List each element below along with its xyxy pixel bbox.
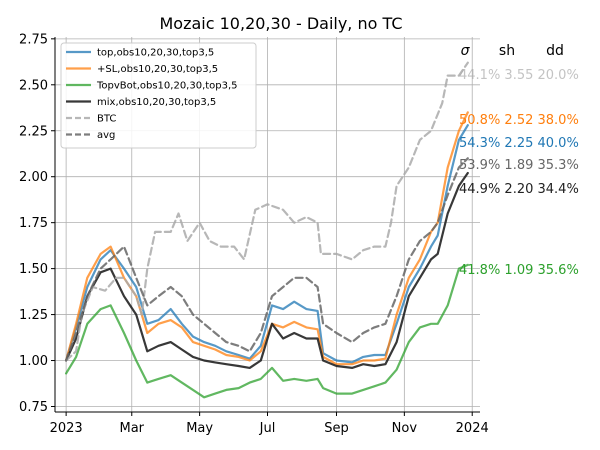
- series-line-3: [64, 171, 469, 369]
- stats-annotation-2: 41.8% 1.09 35.6%: [459, 263, 579, 278]
- series-line-2: [64, 263, 469, 399]
- x-tick-label: Jul: [259, 421, 276, 436]
- x-tick-label: Mar: [120, 421, 145, 436]
- series-line-5: [64, 157, 469, 362]
- tick-labels: 0.75 1.00 1.25 1.50 1.75 2.00 2.25 2.50 2.75 2023…: [19, 32, 489, 436]
- legend-label-0: top,obs10,20,30,top3,5: [97, 48, 214, 59]
- stats-annotation-1: 50.8% 2.52 38.0%: [459, 113, 579, 128]
- legend-label-2: TopvBot,obs10,20,30,top3,5: [96, 81, 238, 92]
- x-tick-label: 2023: [50, 421, 83, 436]
- y-tick-label: 2.50: [19, 78, 48, 93]
- legend-box: [60, 42, 257, 149]
- y-tick-label: 1.00: [19, 354, 48, 369]
- stats-annotations: σ sh dd 44.1% 3.55 20.0% 50.8% 2.52 38.0% 54.…: [459, 43, 579, 278]
- legend-label-4: BTC: [97, 114, 116, 125]
- y-tick-label: 2.75: [19, 32, 48, 47]
- stats-header-0: σ: [461, 43, 471, 59]
- plot-lines: [64, 61, 469, 399]
- y-tick-label: 1.50: [19, 262, 48, 277]
- x-tick-label: May: [186, 421, 213, 436]
- legend-label-5: avg: [97, 130, 115, 141]
- x-tick-label: Sep: [324, 421, 349, 436]
- y-tick-label: 1.75: [19, 216, 48, 231]
- chart-title: Mozaic 10,20,30 - Daily, no TC: [160, 14, 403, 33]
- legend: top,obs10,20,30,top3,5 +SL,obs10,20,30,to…: [60, 42, 257, 149]
- series-line-0: [64, 124, 469, 364]
- legend-label-3: mix,obs10,20,30,top3,5: [97, 97, 216, 108]
- y-tick-label: 0.75: [19, 400, 48, 415]
- y-tick-label: 1.25: [19, 308, 48, 323]
- axes: [51, 37, 480, 416]
- series-line-4: [64, 61, 469, 362]
- x-tick-label: 2024: [456, 421, 489, 436]
- stats-annotation-5: 53.9% 1.89 35.3%: [459, 158, 579, 173]
- stats-header-1: sh: [499, 43, 515, 59]
- y-tick-label: 2.00: [19, 170, 48, 185]
- y-tick-label: 2.25: [19, 124, 48, 139]
- stats-annotation-0: 54.3% 2.25 40.0%: [459, 136, 579, 151]
- legend-label-1: +SL,obs10,20,30,top3,5: [97, 64, 218, 75]
- stats-header-2: dd: [546, 43, 564, 59]
- stats-annotation-4: 44.1% 3.55 20.0%: [459, 68, 579, 83]
- stats-annotation-3: 44.9% 2.20 34.4%: [459, 182, 579, 197]
- x-tick-label: Nov: [392, 421, 418, 436]
